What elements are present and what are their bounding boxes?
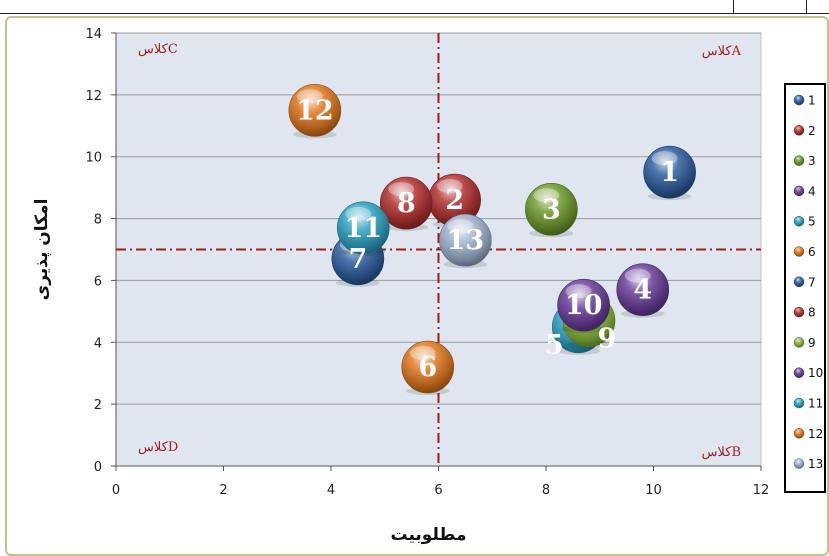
quadrant-label: کلاسB (702, 445, 741, 460)
legend-marker (793, 428, 805, 439)
legend-label: 1 (808, 94, 816, 108)
point-label: 2 (445, 185, 464, 216)
point-label: 10 (565, 290, 603, 321)
y-tick-label: 10 (85, 151, 102, 166)
bubble-point (336, 201, 390, 255)
bubble-highlight (565, 284, 592, 299)
point-label: 4 (633, 275, 652, 306)
x-tick-label: 8 (542, 483, 550, 498)
x-axis-title: مطلوبیت (390, 525, 466, 545)
legend-label: 8 (808, 306, 816, 320)
quadrant-label: کلاسD (138, 440, 178, 455)
legend-marker (793, 185, 805, 197)
legend-label: 3 (808, 154, 816, 168)
y-tick-label: 12 (85, 89, 102, 104)
quadrant-labels: کلاسA کلاسC کلاسD کلاسB (138, 42, 742, 460)
legend-marker (793, 458, 805, 469)
legend-marker (793, 337, 805, 348)
bubble-point (401, 340, 455, 394)
legend-marker (793, 367, 805, 378)
x-tick-label: 2 (219, 483, 227, 498)
x-tick-label: 10 (645, 483, 662, 498)
bubble-highlight (533, 188, 560, 203)
point-label: 3 (542, 194, 561, 225)
legend-marker (793, 306, 805, 318)
y-tick-label: 6 (94, 274, 102, 289)
bubble-point (379, 176, 433, 230)
divider-layer (116, 33, 761, 466)
legend-label: 6 (808, 245, 816, 259)
x-tick-label: 6 (434, 483, 442, 498)
x-tick-label: 0 (112, 483, 120, 498)
bubble-point (288, 84, 342, 137)
top-bar-divider (733, 0, 734, 13)
legend-label: 11 (808, 397, 823, 411)
legend-label: 7 (808, 275, 816, 289)
y-tick-label: 14 (85, 27, 102, 42)
bubble-highlight (624, 268, 651, 283)
points-layer (288, 84, 696, 396)
quadrant-label: کلاسA (702, 44, 742, 59)
legend-label: 4 (808, 184, 816, 198)
bubble-highlight (345, 206, 372, 221)
bubble-point (557, 278, 610, 332)
bubble-highlight (436, 179, 463, 194)
bubble-point (525, 182, 578, 236)
top-bar-divider (806, 0, 807, 13)
legend-label: 12 (808, 427, 823, 441)
legend-marker (793, 155, 805, 166)
point-label: 12 (296, 95, 334, 126)
bubble-point (643, 145, 696, 199)
point-label: 5 (545, 330, 564, 361)
y-tick-label: 4 (94, 336, 102, 351)
top-bar (0, 0, 829, 14)
y-tick-label: 2 (94, 398, 102, 413)
legend-label: 9 (808, 336, 816, 350)
point-label: 9 (598, 324, 617, 355)
x-tick-label: 4 (327, 483, 335, 498)
bubble-highlight (409, 346, 436, 361)
bubble-highlight (447, 219, 474, 234)
legend-label: 5 (808, 215, 816, 229)
y-tick-label: 0 (94, 460, 102, 475)
legend-label: 2 (808, 124, 816, 138)
bubble-highlight (296, 89, 323, 104)
legend-marker (793, 397, 805, 409)
bubble-highlight (388, 182, 415, 197)
legend-marker (793, 276, 805, 288)
point-label: 13 (447, 225, 485, 256)
legend-marker (793, 125, 805, 136)
point-label: 1 (660, 157, 679, 188)
legend-marker (793, 94, 805, 106)
point-label: 7 (348, 244, 367, 275)
legend-box (784, 83, 826, 493)
bubble-highlight (651, 151, 678, 166)
y-tick-label: 8 (94, 213, 102, 228)
legend-marker (793, 246, 805, 257)
legend-marker (793, 215, 805, 227)
y-axis-title: امکان پذیری (32, 199, 52, 301)
quadrant-label: کلاسC (138, 42, 178, 57)
point-label: 6 (418, 352, 437, 383)
bubble-point (616, 263, 670, 317)
legend-label: 10 (808, 366, 823, 380)
x-tick-label: 12 (753, 483, 770, 498)
bubble-point (439, 213, 492, 267)
point-label: 11 (344, 213, 382, 244)
point-label: 8 (397, 188, 416, 219)
legend-label: 13 (808, 457, 823, 471)
